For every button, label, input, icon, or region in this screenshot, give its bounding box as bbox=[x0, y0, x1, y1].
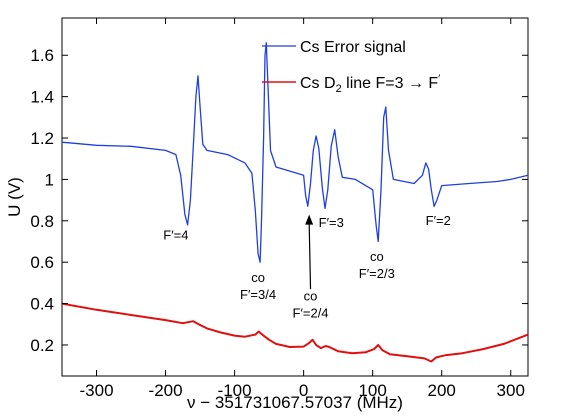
peak-annotation-line: F′=4 bbox=[163, 227, 188, 242]
series-line-d2-line bbox=[61, 302, 529, 363]
y-tick-label: 1.2 bbox=[30, 129, 54, 148]
axes-frame bbox=[61, 17, 529, 377]
legend-label-d2-main: Cs D bbox=[300, 75, 336, 92]
annotation-arrow-shaft bbox=[308, 222, 312, 290]
peak-annotation-line: co bbox=[370, 249, 384, 264]
y-tick-label: 1 bbox=[45, 170, 54, 189]
peak-annotation: co F′=2/4 bbox=[293, 288, 329, 320]
series-layer bbox=[61, 42, 529, 363]
peak-annotation-line: F′=2/3 bbox=[359, 266, 395, 281]
x-tick-label: -300 bbox=[80, 381, 114, 400]
y-tick-label: 0.8 bbox=[30, 212, 54, 231]
legend-label-error-signal: Cs Error signal bbox=[300, 39, 406, 56]
y-tick-label: 0.4 bbox=[30, 295, 54, 314]
x-tick-label: 0 bbox=[299, 381, 308, 400]
x-tick-label: 100 bbox=[358, 381, 386, 400]
y-axis-label: U (V) bbox=[5, 177, 24, 217]
peak-annotation-line: co bbox=[251, 270, 265, 285]
peak-annotation: F′=3 bbox=[319, 215, 344, 230]
peak-annotation: F′=4 bbox=[163, 227, 188, 242]
x-axis-label: ν − 351731067.57037 (MHz) bbox=[187, 393, 403, 412]
y-tick-label: 0.6 bbox=[30, 253, 54, 272]
y-tick-label: 1.6 bbox=[30, 46, 54, 65]
peak-annotation-line: F′=2 bbox=[426, 213, 451, 228]
peak-annotation-line: F′=3/4 bbox=[240, 287, 276, 302]
peak-annotation-line: co bbox=[304, 288, 318, 303]
x-tick-label: 200 bbox=[428, 381, 456, 400]
tick-layer: -300 -200 -100 0 100 200 300 0.2 0.4 0.6 0.8 1 1.2 1.… bbox=[30, 18, 528, 400]
series-line-error-signal bbox=[61, 42, 529, 263]
peak-annotation: co F′=3/4 bbox=[240, 270, 276, 302]
legend: Cs Error signal Cs D2 line F=3 → F′ bbox=[262, 39, 440, 95]
plot-area: -300 -200 -100 0 100 200 300 0.2 0.4 0.6 0.8 1 1.2 1.… bbox=[30, 17, 529, 400]
x-tick-label: -200 bbox=[149, 381, 183, 400]
peak-annotation: F′=2 bbox=[426, 213, 451, 228]
annotation-arrow-head bbox=[305, 214, 314, 225]
legend-label-d2-line: Cs D2 line F=3 → F′ bbox=[300, 73, 440, 95]
peak-annotation: co F′=2/3 bbox=[359, 249, 395, 281]
y-tick-label: 1.4 bbox=[30, 88, 54, 107]
x-tick-label: -100 bbox=[218, 381, 252, 400]
legend-label-d2-superscript: ′ bbox=[438, 73, 440, 85]
legend-label-d2-subscript: 2 bbox=[336, 83, 342, 95]
peak-annotation-line: F′=3 bbox=[319, 215, 344, 230]
peak-annotation-line: F′=2/4 bbox=[293, 305, 329, 320]
legend-label-d2-rest: line F=3 → F bbox=[342, 75, 439, 92]
y-tick-label: 0.2 bbox=[30, 336, 54, 355]
annotation-layer: F′=4 co F′=3/4 co F′=2/4 F′=3 co F′=2/3 F′=2 bbox=[163, 213, 451, 321]
x-tick-label: 300 bbox=[497, 381, 525, 400]
